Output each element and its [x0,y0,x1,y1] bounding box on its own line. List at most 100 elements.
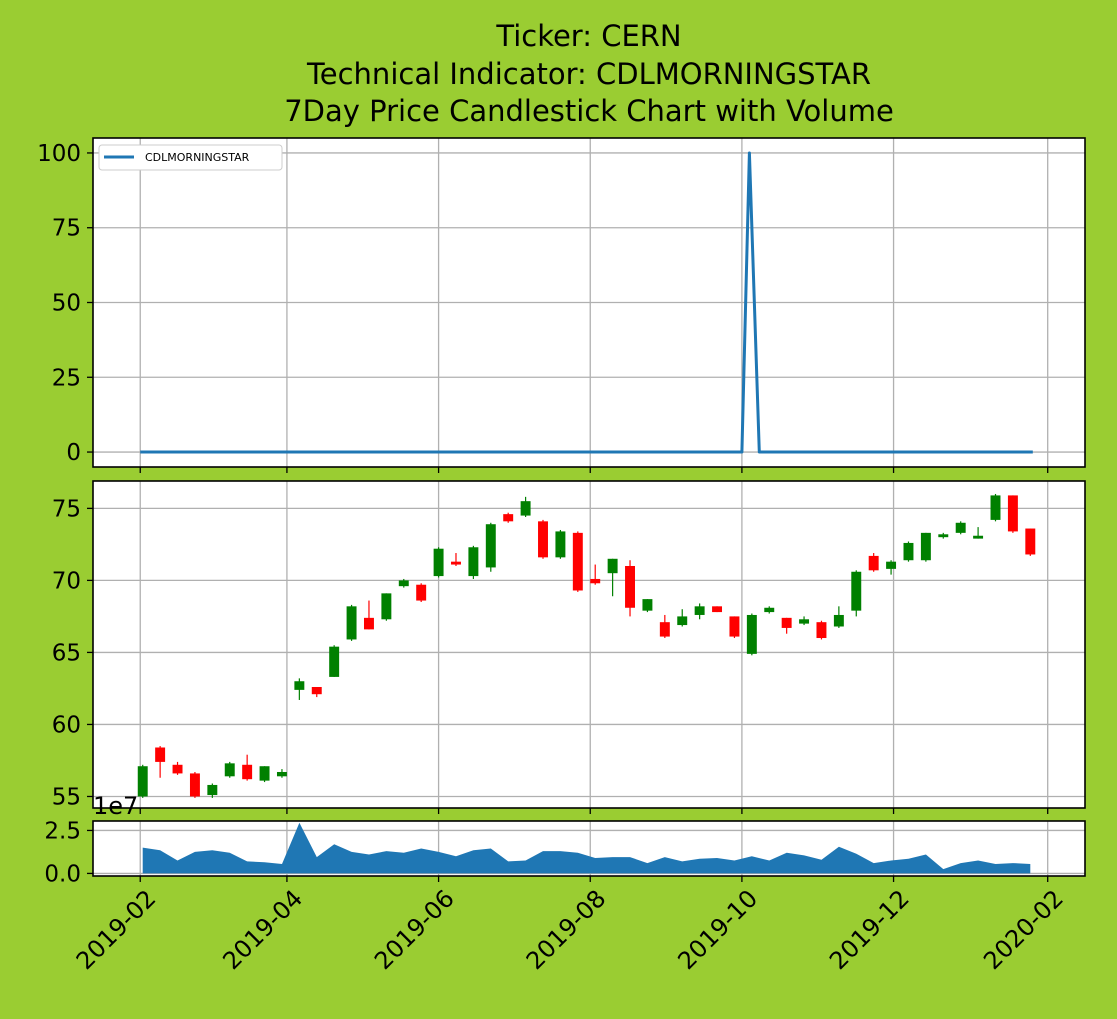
candle [485,522,496,572]
candle [973,527,984,539]
y-tick-label: 50 [52,291,81,317]
candle [294,678,305,700]
candle-body [886,561,897,569]
candle [833,606,844,628]
candle [642,599,653,613]
candle-body [468,547,479,577]
legend-box [98,144,283,171]
candle-body [938,534,949,538]
candle-body [172,764,183,774]
candle-body [746,614,757,654]
candle-body [677,616,688,626]
candle-body [920,532,931,561]
candle-body [416,584,427,601]
candle-body [990,495,1001,520]
candle-body [799,619,810,624]
y-tick-label: 2.5 [44,818,81,844]
y-tick-label: 65 [52,640,81,666]
candle [172,761,183,775]
price-frame [92,480,1086,809]
candle-body [346,606,357,640]
candle-body [555,531,566,558]
chart-title-line-2: Technical Indicator: CDLMORNINGSTAR [306,57,871,91]
candle [694,603,705,620]
candle-body [520,501,531,516]
candlestick-series [137,493,1036,798]
y-tick-label: 75 [52,216,81,242]
candle-body [538,521,548,558]
candle [920,532,931,562]
candle-body [572,532,583,591]
y-tick-label: 70 [52,568,81,594]
chart-title-line-1: Ticker: CERN [495,19,681,53]
candle [712,606,723,613]
candle-body [955,522,966,533]
y-tick-label: 0 [66,440,81,466]
candle [729,616,740,639]
candle-body [207,784,218,796]
volume-area [142,822,1031,874]
candle [590,564,601,585]
y-tick-label: 25 [52,365,81,391]
candle [433,547,444,578]
candle [607,558,618,597]
candle [851,570,862,617]
candle-body [189,773,200,797]
candle-body [973,535,984,539]
candle [1007,495,1018,533]
candle [276,769,287,778]
candle-body [903,542,914,561]
candle [155,746,166,778]
candle [572,531,583,592]
candle [346,604,357,641]
volume-frame [92,820,1086,877]
candle [416,583,427,603]
candle [242,754,253,781]
candle [938,532,949,539]
candle [381,593,392,621]
candle [207,783,218,798]
y-tick-label: 75 [52,496,81,522]
candle [903,541,914,562]
candle [677,609,688,627]
candle-body [329,646,340,677]
candle-body [485,524,496,568]
candle-body [816,622,827,639]
y-tick-label: 55 [52,784,81,810]
price-grid [93,481,1085,808]
volume-y-axis: 0.0 2.5 [44,818,93,887]
candle [468,545,479,579]
candle-body [451,561,461,565]
candle-body [625,565,635,608]
candle [224,761,235,778]
candle-body [433,548,444,577]
indicator-series-line [140,151,1033,454]
candle [451,553,461,566]
candle-body [607,558,618,574]
candle-body [259,766,270,781]
chart-title-line-3: 7Day Price Candlestick Chart with Volume [284,94,894,128]
candle [625,560,635,617]
candle-body [276,771,287,777]
candle [555,529,566,559]
candle-body [590,578,601,584]
candle [503,512,514,523]
candle-body [503,514,514,522]
candle [659,614,670,639]
candle-body [398,580,409,587]
indicator-y-axis: 0 25 50 75 100 [37,141,93,466]
candle-body [694,606,705,615]
candle [538,519,548,559]
candle-body [137,766,148,797]
candle [329,645,340,677]
candle-body [1025,528,1036,555]
legend-label: CDLMORNINGSTAR [145,151,250,164]
candle-body [224,763,235,777]
candle [363,600,374,630]
candle-body [764,607,775,613]
candle-body [363,617,374,630]
candle [520,496,531,518]
candle [990,493,1001,522]
indicator-legend: CDLMORNINGSTAR [98,144,283,171]
